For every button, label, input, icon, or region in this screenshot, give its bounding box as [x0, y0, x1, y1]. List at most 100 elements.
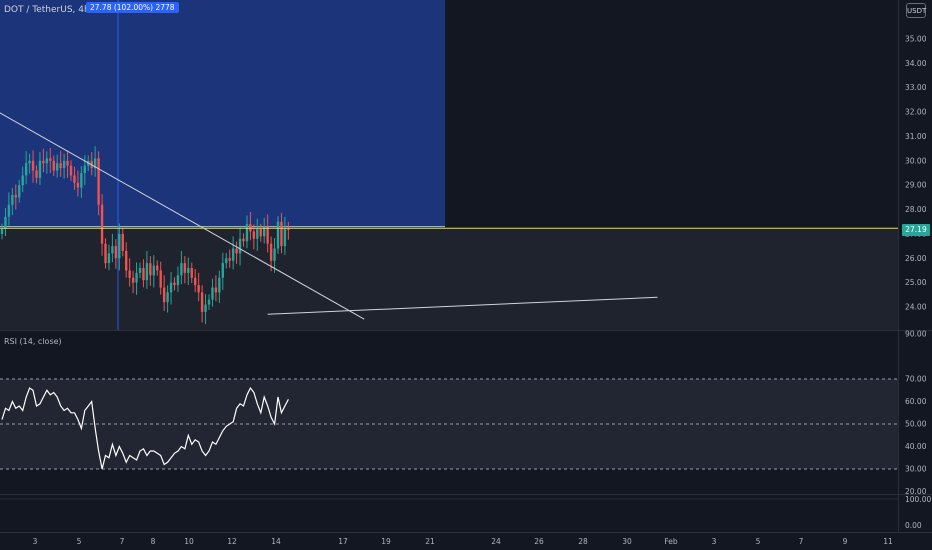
date-tick-label: 26: [534, 537, 544, 546]
candle-body: [149, 263, 152, 276]
candle-body: [138, 268, 142, 273]
candle-body: [28, 160, 31, 164]
candle-body: [156, 265, 159, 271]
candle-body: [131, 277, 135, 283]
candle-body: [56, 163, 59, 171]
candle-body: [214, 287, 218, 293]
candle-body: [59, 163, 62, 169]
trendline: [0, 112, 365, 320]
candle-body: [7, 204, 11, 217]
candle-body: [97, 158, 100, 205]
candle-body: [225, 258, 228, 264]
candle-body: [235, 248, 238, 254]
date-tick-label: 17: [338, 537, 348, 546]
candle-body: [111, 246, 114, 254]
candle-body: [221, 263, 224, 278]
date-tick-label: 14: [271, 537, 281, 546]
candle-body: [62, 160, 66, 169]
candle-body: [128, 270, 131, 278]
candle-body: [100, 204, 104, 244]
last-price-tag: 27.19: [902, 224, 930, 236]
candle-body: [104, 243, 107, 264]
price-tick-label: 31.00: [905, 132, 927, 141]
candle-body: [245, 224, 249, 242]
price-tick-label: 24.00: [905, 303, 927, 312]
candle-body: [66, 160, 69, 166]
candle-body: [256, 229, 259, 239]
candle-body: [211, 287, 214, 300]
rsi-tick-label: 60.00: [905, 397, 927, 406]
candle-body: [259, 229, 262, 237]
candle-body: [69, 165, 73, 176]
price-tick-label: 32.00: [905, 108, 927, 117]
candle-body: [83, 165, 86, 173]
price-tick-label: 25.00: [905, 278, 927, 287]
candle-body: [125, 250, 128, 271]
candle-body: [4, 216, 7, 230]
date-tick-label: 28: [578, 537, 588, 546]
date-tick-label: Feb: [664, 537, 678, 546]
date-tick-label: 8: [151, 537, 156, 546]
candle-body: [183, 263, 187, 273]
candle-body: [173, 282, 176, 286]
price-tick-label: 29.00: [905, 181, 927, 190]
candle-body: [207, 299, 211, 305]
candle-body: [187, 268, 190, 273]
candle-body: [283, 229, 287, 247]
candle-body: [162, 287, 166, 303]
candle-body: [266, 226, 269, 244]
indicator-tick-label: 0.00: [905, 521, 922, 530]
symbol-title: DOT / TetherUS, 4h, BINANCE: [4, 5, 136, 15]
candle-body: [159, 270, 162, 288]
date-tick-label: 11: [883, 537, 893, 546]
candle-body: [218, 277, 221, 293]
candle-body: [197, 285, 200, 293]
currency-button[interactable]: USDT: [906, 3, 926, 18]
candle-body: [252, 231, 256, 239]
candle-body: [0, 229, 4, 234]
candle-body: [204, 304, 207, 312]
rsi-tick-label: 20.00: [905, 487, 927, 496]
candle-body: [42, 160, 45, 164]
candle-body: [31, 160, 35, 171]
rsi-line: [1, 386, 289, 470]
candle-body: [21, 175, 24, 186]
candle-body: [24, 163, 28, 176]
candle-body: [18, 185, 21, 198]
date-tick-label: 12: [227, 537, 237, 546]
date-tick-label: 30: [622, 537, 632, 546]
indicator-pane: [0, 495, 932, 532]
rsi-tick-label: 40.00: [905, 442, 927, 451]
price-tick-label: 34.00: [905, 59, 927, 68]
price-tick-label: 33.00: [905, 83, 927, 92]
candle-body: [242, 238, 245, 242]
candle-body: [200, 292, 204, 312]
candle-body: [231, 248, 235, 261]
candle-body: [190, 268, 193, 278]
date-tick-label: 10: [184, 537, 194, 546]
rsi-tick-label: 50.00: [905, 420, 927, 429]
candle-body: [169, 282, 173, 293]
candle-body: [269, 243, 273, 261]
indicator-tick-label: 100.00: [905, 495, 931, 504]
candle-body: [114, 246, 118, 259]
candle-body: [35, 170, 38, 178]
stop-zone: [0, 228, 898, 330]
price-tick-label: 35.00: [905, 35, 927, 44]
candle-body: [45, 158, 49, 164]
candle-body: [38, 160, 42, 178]
candle-body: [166, 292, 169, 303]
candle-body: [273, 248, 276, 261]
rsi-band-fill: [0, 379, 898, 469]
candle-body: [180, 263, 183, 276]
candle-body: [118, 233, 121, 259]
candle-body: [287, 229, 290, 231]
rsi-title: RSI (14, close): [4, 337, 62, 346]
candle-body: [228, 258, 231, 261]
candle-body: [276, 221, 280, 249]
price-tick-label: 26.00: [905, 254, 927, 263]
date-tick-label: 3: [33, 537, 38, 546]
price-tick-label: 28.00: [905, 205, 927, 214]
